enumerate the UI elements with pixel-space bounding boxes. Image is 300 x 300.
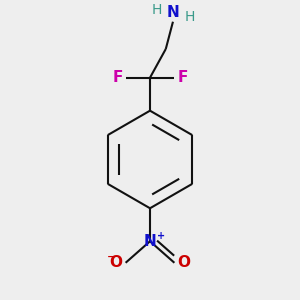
Text: +: +: [157, 231, 165, 241]
Text: −: −: [107, 252, 116, 262]
Text: F: F: [112, 70, 123, 85]
Text: H: H: [185, 10, 195, 24]
Text: O: O: [110, 255, 123, 270]
Text: N: N: [167, 5, 179, 20]
Text: F: F: [177, 70, 188, 85]
Text: O: O: [177, 255, 190, 270]
Text: H: H: [152, 3, 162, 17]
Text: N: N: [144, 234, 156, 249]
